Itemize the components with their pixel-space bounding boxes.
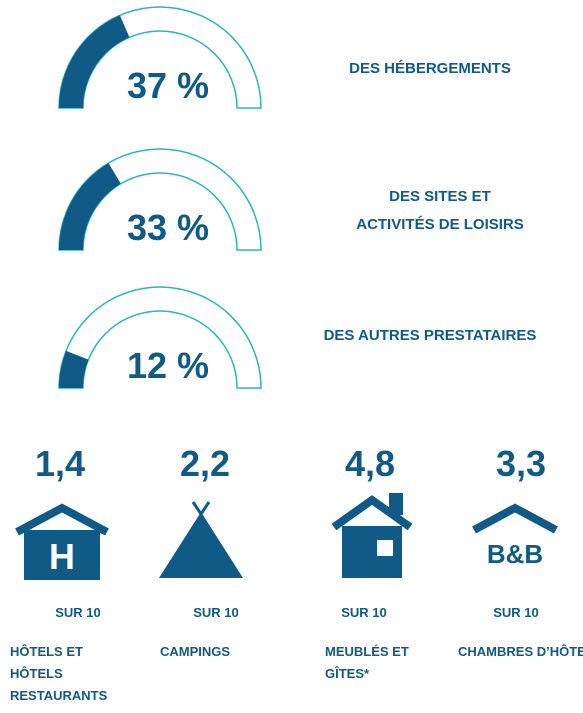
hotel-icon: H (15, 503, 109, 580)
gauge-fill (59, 350, 89, 388)
tent-icon (159, 501, 243, 578)
rating-unit: SUR 10 (55, 605, 101, 620)
gauge-percent: 37 % (127, 65, 209, 106)
rating-name: CHAMBRES D’HÔTES (458, 644, 583, 659)
gauge-track (58, 286, 262, 389)
rating-unit: SUR 10 (341, 605, 387, 620)
rating-unit: SUR 10 (493, 605, 539, 620)
rating-name: RESTAURANTS (10, 688, 108, 703)
rating-name: GÎTES* (325, 666, 370, 681)
gauge-label: DES AUTRES PRESTATAIRES (324, 327, 537, 344)
rating-score: 1,4 (35, 443, 85, 484)
gauge-percent: 12 % (127, 345, 209, 386)
gauge-label: ACTIVITÉS DE LOISIRS (356, 216, 524, 233)
rating-score: 3,3 (496, 443, 546, 484)
rating-name: MEUBLÉS ET (325, 644, 409, 659)
rating-name: HÔTELS (10, 666, 63, 681)
rating-score: 4,8 (345, 443, 395, 484)
gauge-label: DES SITES ET (389, 188, 491, 205)
gauge-label: DES HÉBERGEMENTS (349, 60, 511, 77)
gauge-fill (59, 163, 121, 250)
house-icon (331, 493, 413, 578)
bnb-icon (472, 503, 558, 534)
gauge-fill (59, 15, 130, 108)
rating-score: 2,2 (180, 443, 230, 484)
gauge-percent: 33 % (127, 207, 209, 248)
rating-name: HÔTELS ET (10, 644, 83, 659)
svg-text:H: H (49, 536, 75, 577)
icon-text: B&B (487, 539, 543, 569)
rating-unit: SUR 10 (193, 605, 239, 620)
rating-name: CAMPINGS (160, 644, 230, 659)
